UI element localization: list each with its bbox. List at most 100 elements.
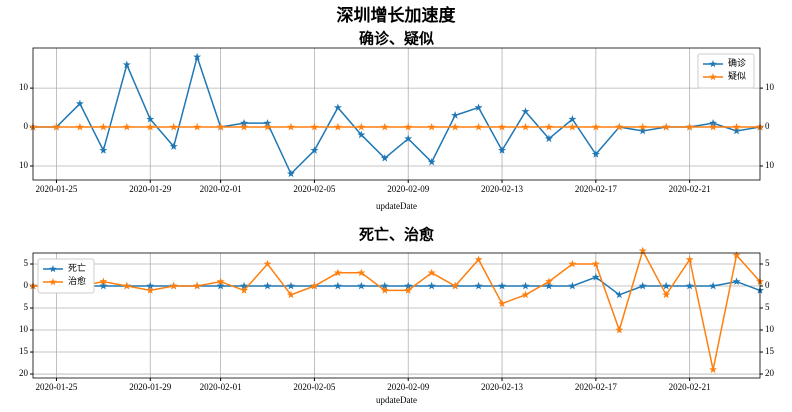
marker <box>638 281 647 290</box>
marker <box>591 150 600 158</box>
x-tick-label: 2020-01-29 <box>129 382 171 392</box>
marker <box>52 122 61 131</box>
marker <box>685 122 694 131</box>
marker <box>216 277 225 286</box>
marker <box>615 325 624 334</box>
y-tick-label: 0 <box>24 121 29 131</box>
marker <box>146 281 155 290</box>
marker <box>544 122 553 131</box>
marker <box>568 115 577 123</box>
y2-tick-label: 0 <box>765 280 770 290</box>
legend-marker <box>709 73 717 81</box>
y-tick-label: 0 <box>24 280 29 290</box>
marker <box>380 281 389 290</box>
marker <box>474 103 483 111</box>
marker <box>99 281 108 290</box>
marker <box>662 290 671 299</box>
marker <box>357 122 366 131</box>
marker <box>451 122 460 131</box>
y2-tick-label: 5 <box>765 258 770 268</box>
marker <box>404 134 413 143</box>
marker <box>75 99 84 108</box>
marker <box>732 122 741 131</box>
subplot-title: 死亡、治愈 <box>359 225 435 243</box>
series-line <box>33 276 761 296</box>
x-axis-label: updateDate <box>376 201 417 211</box>
x-tick-label: 2020-01-25 <box>35 382 77 392</box>
y-tick-label: 20 <box>19 368 29 378</box>
x-tick-label: 2020-01-25 <box>35 184 77 194</box>
x-tick-label: 2020-02-05 <box>293 382 335 392</box>
x-tick-label: 2020-02-13 <box>481 184 523 194</box>
x-tick-label: 2020-02-01 <box>200 184 242 194</box>
marker <box>263 281 272 290</box>
marker <box>333 268 342 277</box>
axes-frame <box>32 47 761 181</box>
marker <box>404 281 413 290</box>
x-tick-label: 2020-02-09 <box>387 184 429 194</box>
axes-frame <box>32 252 761 379</box>
marker <box>709 365 718 374</box>
x-tick-label: 2020-02-17 <box>575 184 617 194</box>
y2-tick-label: 20 <box>765 368 775 378</box>
marker <box>591 122 600 131</box>
marker <box>427 268 436 277</box>
legend-box <box>37 258 95 294</box>
marker <box>404 122 413 131</box>
y-tick-label: 10 <box>19 82 29 92</box>
figure-title: 深圳增长加速度 <box>337 5 457 25</box>
marker <box>169 142 178 150</box>
marker <box>146 286 155 294</box>
legend-label: 死亡 <box>68 262 86 273</box>
marker <box>638 246 647 255</box>
x-tick-label: 2020-02-13 <box>481 382 523 392</box>
marker <box>216 122 225 131</box>
marker <box>474 122 483 131</box>
marker <box>474 281 483 290</box>
marker <box>333 122 342 131</box>
marker <box>380 153 389 162</box>
legend-label: 确诊 <box>728 57 746 68</box>
marker <box>193 281 202 290</box>
legend-marker <box>49 265 57 273</box>
marker <box>638 126 647 135</box>
marker <box>240 281 249 290</box>
series-line <box>33 248 761 370</box>
marker <box>521 122 530 131</box>
marker <box>685 255 694 263</box>
y-tick-label: 10 <box>19 324 29 334</box>
y2-tick-label: 10 <box>765 160 775 170</box>
marker <box>146 122 155 131</box>
marker <box>732 126 741 135</box>
marker <box>240 122 249 131</box>
marker <box>427 281 436 290</box>
marker <box>498 122 507 131</box>
x-tick-label: 2020-02-21 <box>669 382 711 392</box>
marker <box>240 286 249 294</box>
marker <box>357 268 366 277</box>
marker <box>451 111 460 119</box>
marker <box>193 122 202 131</box>
marker <box>333 103 342 111</box>
marker <box>427 122 436 131</box>
x-tick-label: 2020-02-09 <box>387 382 429 392</box>
marker <box>286 290 295 299</box>
marker <box>498 299 507 308</box>
marker <box>615 122 624 131</box>
y-tick-label: 5 <box>24 302 29 312</box>
y2-tick-label: 5 <box>765 302 770 312</box>
marker <box>193 52 202 61</box>
marker <box>544 277 553 286</box>
x-tick-label: 2020-01-29 <box>129 184 171 194</box>
marker <box>286 122 295 131</box>
legend-box <box>697 53 755 89</box>
marker <box>240 118 249 127</box>
legend-label: 治愈 <box>68 275 86 286</box>
marker <box>474 255 483 263</box>
marker <box>286 281 295 290</box>
marker <box>380 286 389 294</box>
marker <box>263 118 272 127</box>
marker <box>521 107 530 115</box>
marker <box>591 259 600 268</box>
marker <box>544 281 553 290</box>
